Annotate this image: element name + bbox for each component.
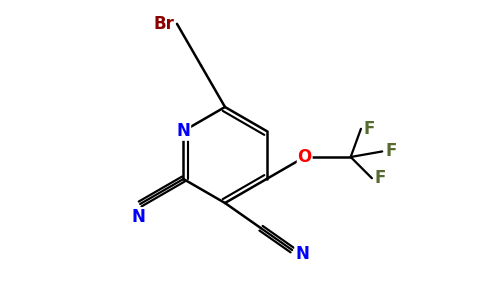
Text: O: O — [298, 148, 312, 166]
Text: F: F — [375, 169, 386, 187]
Text: N: N — [177, 122, 190, 140]
Text: N: N — [131, 208, 145, 226]
Text: Br: Br — [153, 15, 174, 33]
Text: F: F — [385, 142, 396, 160]
Text: F: F — [364, 120, 375, 138]
Text: N: N — [295, 245, 309, 263]
